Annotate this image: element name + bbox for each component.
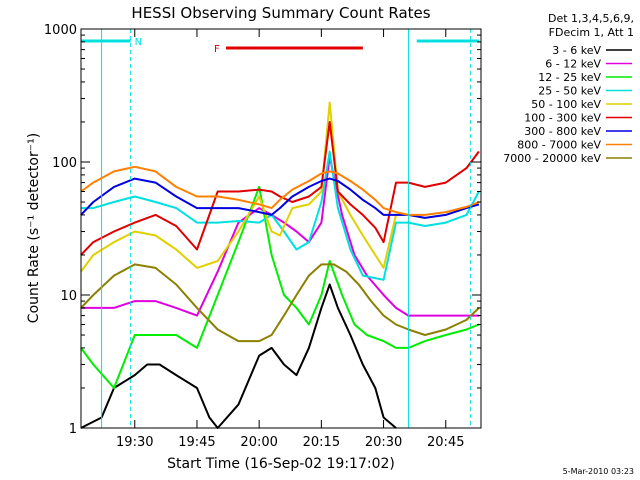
series-line-800-7000-kev — [80, 165, 480, 216]
legend-header-line-2: FDecim 1, Att 1 — [549, 26, 634, 39]
legend-header-line-1: Det 1,3,4,5,6,9, — [548, 12, 634, 25]
legend-label-6-12-kev: 6 - 12 keV — [545, 58, 601, 71]
annotation-label-n: N — [135, 37, 142, 48]
legend: Det 1,3,4,5,6,9, FDecim 1, Att 1 3 - 6 k… — [503, 12, 634, 165]
plot-frame — [80, 28, 482, 429]
series-line-25-50-kev — [80, 150, 480, 281]
x-tick-label: 20:15 — [303, 435, 340, 450]
x-tick-label: 19:45 — [178, 435, 215, 450]
series-line-3-6-kev — [80, 283, 397, 429]
x-tick-label: 20:00 — [240, 435, 277, 450]
legend-label-25-50-kev: 25 - 50 keV — [538, 85, 601, 98]
legend-label-800-7000-kev: 800 - 7000 keV — [517, 139, 601, 152]
chart-title: HESSI Observing Summary Count Rates — [131, 4, 430, 22]
series-line-100-300-kev — [80, 121, 480, 256]
y-tick-label: 10 — [60, 289, 77, 304]
x-tick-label: 20:45 — [427, 435, 464, 450]
series-line-12-25-kev — [80, 185, 480, 389]
x-axis-label: Start Time (16-Sep-02 19:17:02) — [167, 456, 395, 472]
series-group — [80, 101, 480, 429]
legend-label-300-800-kev: 300 - 800 keV — [524, 125, 601, 138]
legend-label-100-300-kev: 100 - 300 keV — [524, 112, 601, 125]
footer-timestamp: 5-Mar-2010 03:23 — [563, 467, 634, 476]
legend-label-3-6-kev: 3 - 6 keV — [552, 44, 601, 57]
legend-label-12-25-kev: 12 - 25 keV — [538, 71, 601, 84]
annotation-label-f: F — [214, 44, 220, 55]
tick-group: 19:30 19:45 20:00 20:15 20:30 20:45 1 10 100 1000 — [44, 23, 481, 450]
legend-label-50-100-kev: 50 - 100 keV — [531, 98, 601, 111]
x-tick-label: 19:30 — [116, 435, 153, 450]
x-tick-label: 20:30 — [365, 435, 402, 450]
legend-label-7000-20000-kev: 7000 - 20000 keV — [503, 152, 601, 165]
y-tick-label: 1000 — [44, 23, 77, 38]
series-line-50-100-kev — [80, 101, 480, 273]
series-line-7000-20000-kev — [80, 263, 480, 343]
y-axis-label: Count Rate (s⁻¹ detector⁻¹) — [26, 133, 42, 323]
y-tick-label: 1 — [69, 422, 77, 437]
annotation-group: NF — [80, 29, 479, 428]
y-tick-label: 100 — [52, 156, 77, 171]
